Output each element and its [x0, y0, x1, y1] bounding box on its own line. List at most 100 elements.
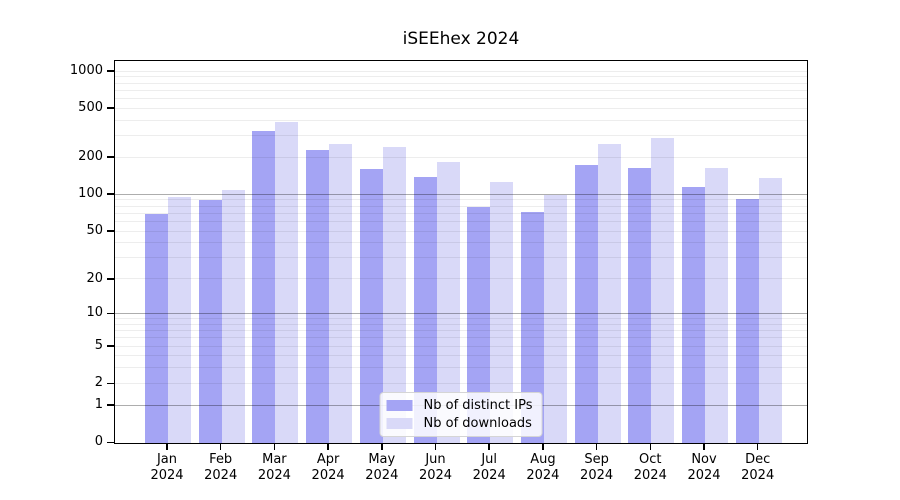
bar-distinct-ips-jul	[467, 206, 491, 443]
bar-distinct-ips-oct	[628, 168, 652, 443]
y-tick-mark-0	[107, 441, 114, 444]
bar-downloads-feb	[221, 189, 245, 443]
gridline-minor-900	[115, 76, 807, 78]
gridline-minor-70	[115, 212, 807, 214]
bar-downloads-oct	[651, 137, 675, 443]
gridline-minor-700	[115, 89, 807, 91]
x-tick-label-oct: Oct 2024	[633, 452, 667, 483]
gridline-minor-90	[115, 199, 807, 201]
gridline-minor-4	[115, 355, 807, 357]
y-tick-label-10: 10	[86, 305, 103, 321]
gridline-minor-800	[115, 82, 807, 84]
gridline-minor-40	[115, 242, 807, 244]
x-tick-label-sep: Sep 2024	[580, 452, 614, 483]
y-tick-mark-10	[107, 312, 114, 315]
bar-distinct-ips-may	[359, 168, 383, 443]
x-tick-mark-apr	[327, 444, 329, 450]
y-tick-mark-200	[107, 156, 114, 159]
y-tick-mark-500	[107, 107, 114, 109]
gridline-minor-80	[115, 205, 807, 207]
bar-downloads-nov	[705, 167, 728, 443]
legend-swatch-downloads	[386, 418, 413, 429]
y-tick-mark-5	[107, 345, 114, 347]
chart-title: iSEEhex 2024	[402, 29, 520, 49]
gridline-minor-8	[115, 323, 807, 325]
gridline-minor-60	[115, 220, 807, 222]
x-tick-label-apr: Apr 2024	[311, 452, 345, 483]
y-tick-label-5: 5	[94, 338, 103, 354]
y-tick-mark-1000	[107, 70, 114, 72]
x-tick-label-aug: Aug 2024	[526, 452, 560, 483]
bar-downloads-jun	[436, 162, 460, 443]
x-tick-mark-may	[381, 444, 383, 450]
bar-distinct-ips-aug	[520, 212, 544, 443]
bar-distinct-ips-mar	[252, 130, 276, 443]
bar-distinct-ips-nov	[682, 187, 705, 443]
gridline-major-10	[115, 313, 807, 315]
x-tick-label-feb: Feb 2024	[204, 452, 238, 483]
gridline-minor-600	[115, 97, 807, 99]
legend-label-distinct-ips: Nb of distinct IPs	[423, 398, 533, 413]
gridline-minor-200	[115, 156, 807, 158]
bar-downloads-jan	[168, 196, 191, 443]
x-tick-label-nov: Nov 2024	[687, 452, 721, 483]
y-tick-label-200: 200	[78, 149, 103, 165]
bar-distinct-ips-jan	[145, 213, 168, 443]
x-tick-mark-jun	[434, 444, 437, 450]
gridline-minor-5	[115, 345, 807, 347]
legend-swatch-distinct-ips	[386, 400, 413, 411]
x-tick-label-mar: Mar 2024	[257, 452, 291, 483]
x-tick-label-jun: Jun 2024	[418, 452, 453, 483]
y-tick-label-2: 2	[94, 375, 103, 391]
bar-distinct-ips-feb	[198, 199, 222, 443]
gridline-minor-500	[115, 107, 807, 109]
legend-item-downloads: Nb of downloads	[386, 416, 533, 431]
y-tick-mark-20	[107, 277, 114, 280]
bar-downloads-jul	[490, 182, 514, 443]
x-tick-mark-feb	[219, 444, 222, 450]
x-tick-mark-oct	[649, 444, 652, 450]
y-tick-label-1: 1	[94, 397, 103, 413]
gridline-minor-400	[115, 119, 807, 121]
y-tick-label-0: 0	[94, 434, 103, 450]
x-tick-label-dec: Dec 2024	[741, 452, 775, 483]
y-tick-mark-100	[107, 193, 114, 196]
legend-label-downloads: Nb of downloads	[423, 416, 532, 431]
x-tick-mark-nov	[703, 444, 705, 450]
bar-downloads-may	[382, 147, 406, 443]
x-tick-label-jul: Jul 2024	[472, 452, 506, 483]
bar-downloads-dec	[758, 177, 782, 443]
y-tick-label-50: 50	[86, 223, 103, 238]
bar-downloads-sep	[597, 143, 621, 443]
x-tick-mark-mar	[273, 444, 276, 450]
x-tick-mark-sep	[595, 444, 598, 450]
y-tick-mark-50	[107, 230, 114, 232]
legend-item-distinct-ips: Nb of distinct IPs	[386, 398, 533, 413]
y-tick-label-500: 500	[78, 100, 103, 116]
legend: Nb of distinct IPs Nb of downloads	[379, 392, 543, 437]
gridline-minor-9	[115, 318, 807, 320]
y-tick-label-100: 100	[78, 186, 103, 202]
y-tick-label-20: 20	[86, 270, 103, 286]
gridline-minor-1000	[115, 70, 807, 72]
x-tick-mark-jan	[166, 444, 168, 450]
gridline-major-100	[115, 193, 807, 195]
bar-downloads-aug	[543, 194, 567, 443]
x-tick-mark-aug	[542, 444, 544, 450]
x-tick-mark-dec	[756, 444, 759, 450]
bar-downloads-mar	[275, 122, 299, 443]
gridline-minor-6	[115, 337, 807, 339]
gridline-minor-20	[115, 278, 807, 280]
x-tick-mark-jul	[488, 444, 490, 450]
x-tick-label-jan: Jan 2024	[150, 452, 184, 483]
gridline-minor-7	[115, 330, 807, 332]
gridline-minor-50	[115, 230, 807, 232]
gridline-minor-30	[115, 257, 807, 259]
bar-distinct-ips-apr	[306, 150, 330, 443]
bar-distinct-ips-jun	[413, 176, 437, 443]
gridline-minor-3	[115, 367, 807, 369]
y-tick-mark-1	[107, 404, 114, 406]
y-tick-mark-2	[107, 382, 114, 385]
y-tick-label-1000: 1000	[69, 62, 103, 78]
